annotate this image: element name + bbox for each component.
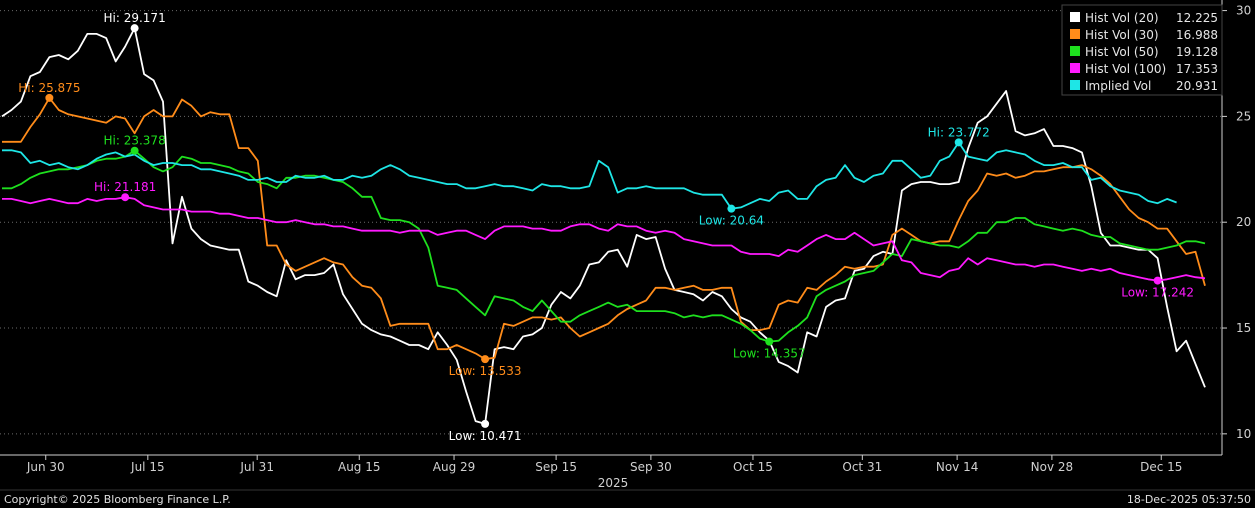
copyright-text: Copyright© 2025 Bloomberg Finance L.P. bbox=[4, 493, 231, 506]
legend-value: 20.931 bbox=[1176, 79, 1218, 93]
x-axis: Jun 30 Jul 15 Jul 31 Aug 15 Aug 29 Sep 15 Sep … bbox=[26, 455, 1182, 474]
annotation-marker bbox=[954, 138, 963, 147]
y-tick-label: 30 bbox=[1236, 4, 1251, 18]
x-tick-label: Dec 15 bbox=[1140, 460, 1182, 474]
series-line-0 bbox=[1, 27, 1206, 425]
y-tick-label: 10 bbox=[1236, 427, 1251, 441]
annotation-layer: Hi: 29.171 Low: 10.471 Hi: 25.875 Low: 13.5… bbox=[18, 11, 1194, 443]
annotation-label: Low: 17.242 bbox=[1121, 286, 1194, 300]
x-tick-label: Aug 29 bbox=[433, 460, 476, 474]
x-tick-label: Sep 30 bbox=[630, 460, 672, 474]
annotation-label: Low: 20.64 bbox=[699, 214, 764, 228]
annotation-label: Low: 13.533 bbox=[449, 364, 522, 378]
annotation-marker bbox=[130, 24, 139, 33]
legend-label: Hist Vol (100) bbox=[1085, 62, 1166, 76]
series-layer bbox=[1, 27, 1206, 425]
legend: Hist Vol (20) 12.225 Hist Vol (30) 16.988 Hi… bbox=[1061, 4, 1223, 96]
legend-swatch bbox=[1070, 63, 1080, 73]
annotation-label: Hi: 23.772 bbox=[928, 125, 990, 139]
legend-swatch bbox=[1070, 12, 1080, 22]
y-tick-label: 25 bbox=[1236, 109, 1251, 123]
annotation-marker bbox=[481, 419, 490, 428]
legend-value: 17.353 bbox=[1176, 62, 1218, 76]
annotation-label: Hi: 25.875 bbox=[18, 81, 80, 95]
annotation-marker bbox=[130, 146, 139, 155]
x-tick-label: Sep 15 bbox=[535, 460, 577, 474]
annotation-marker bbox=[1153, 276, 1162, 285]
legend-box bbox=[1061, 4, 1223, 96]
x-tick-label: Oct 31 bbox=[842, 460, 882, 474]
y-tick-label: 20 bbox=[1236, 215, 1251, 229]
x-year-label: 2025 bbox=[598, 476, 629, 490]
annotation-marker bbox=[121, 193, 130, 202]
legend-label: Hist Vol (50) bbox=[1085, 45, 1159, 59]
x-tick-label: Aug 15 bbox=[338, 460, 381, 474]
annotation-label: Hi: 29.171 bbox=[104, 11, 166, 25]
annotation-marker bbox=[481, 355, 490, 364]
x-tick-label: Oct 15 bbox=[733, 460, 773, 474]
timestamp-text: 18-Dec-2025 05:37:50 bbox=[1127, 493, 1251, 506]
x-tick-label: Jun 30 bbox=[26, 460, 65, 474]
annotation-marker bbox=[45, 93, 54, 102]
x-tick-label: Nov 14 bbox=[936, 460, 979, 474]
legend-swatch bbox=[1070, 46, 1080, 56]
series-line-1 bbox=[2, 97, 1206, 360]
annotation-label: Hi: 23.378 bbox=[104, 134, 166, 148]
series-line-4 bbox=[2, 141, 1177, 210]
annotation-marker bbox=[765, 337, 774, 346]
y-axis: 10 15 20 25 30 bbox=[1222, 4, 1251, 441]
annotation-label: Hi: 21.181 bbox=[94, 180, 156, 194]
annotation-label: Low: 14.357 bbox=[733, 347, 806, 361]
y-tick-label: 15 bbox=[1236, 321, 1251, 335]
legend-swatch bbox=[1070, 80, 1080, 90]
series-line-3 bbox=[2, 196, 1206, 282]
x-tick-label: Jul 15 bbox=[130, 460, 165, 474]
annotation-marker bbox=[727, 204, 736, 213]
x-tick-label: Jul 31 bbox=[239, 460, 274, 474]
legend-value: 12.225 bbox=[1176, 11, 1218, 25]
series-line-2 bbox=[2, 149, 1206, 343]
legend-swatch bbox=[1070, 29, 1080, 39]
legend-label: Hist Vol (30) bbox=[1085, 28, 1159, 42]
legend-label: Implied Vol bbox=[1085, 79, 1151, 93]
annotation-label: Low: 10.471 bbox=[449, 429, 522, 443]
legend-value: 16.988 bbox=[1176, 28, 1218, 42]
legend-label: Hist Vol (20) bbox=[1085, 11, 1159, 25]
legend-value: 19.128 bbox=[1176, 45, 1218, 59]
x-tick-label: Nov 28 bbox=[1031, 460, 1074, 474]
